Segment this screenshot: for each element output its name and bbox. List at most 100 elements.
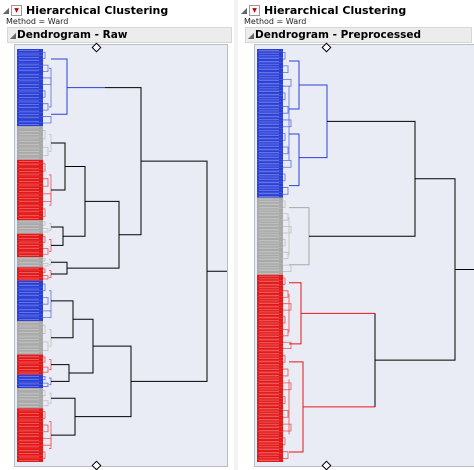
- dendrogram-branch: [283, 437, 286, 446]
- dendrogram-branch: [49, 392, 52, 404]
- dendrogram-branch: [49, 328, 52, 347]
- dendrogram-branch: [43, 283, 46, 292]
- dendrogram-branch: [51, 397, 76, 436]
- dendrogram-branch: [43, 51, 46, 60]
- dendrogram-branch: [51, 300, 74, 339]
- dendrogram-branch: [43, 390, 46, 397]
- dendrogram-branch: [309, 120, 416, 237]
- dendrogram-branch: [43, 366, 49, 373]
- dendrogram-branch: [283, 51, 286, 60]
- dendrogram-branch: [43, 221, 46, 226]
- dendrogram-branch: [283, 92, 286, 101]
- dendrogram-branch: [43, 411, 46, 419]
- dendrogram-branch: [49, 134, 52, 152]
- dendrogram-branch: [43, 193, 52, 202]
- dendrogram-branch: [131, 160, 208, 382]
- dendrogram-branch: [43, 268, 46, 273]
- dendrogram-branch: [283, 251, 289, 260]
- panel-preprocessed: ◢ ▼ Hierarchical Clustering Method = War…: [238, 0, 474, 470]
- dendrogram-branch: [283, 226, 292, 234]
- dendrogram-branch: [283, 213, 289, 221]
- collapse-triangle-icon[interactable]: ◢: [2, 6, 10, 15]
- dendrogram-branch: [43, 146, 49, 157]
- dendrogram-branch: [43, 90, 46, 98]
- dendrogram-branch: [49, 270, 52, 278]
- dendrogram-branch: [43, 424, 49, 433]
- dendrogram-branch: [283, 368, 289, 377]
- dendrogram-branch: [51, 58, 68, 115]
- dendrogram-branch: [43, 324, 46, 334]
- dendrogram-branch: [49, 259, 52, 266]
- dendrogram-branch: [283, 239, 286, 247]
- method-label: Method = Ward: [6, 17, 69, 26]
- dendrogram-branch: [43, 438, 52, 446]
- dendrogram-branch: [43, 356, 46, 363]
- dendrogram-branch: [43, 275, 49, 280]
- dendrogram-branch: [43, 163, 46, 172]
- dendrogram-branch: [75, 345, 132, 418]
- collapse-triangle-icon[interactable]: ◢: [240, 6, 248, 15]
- dendrogram-branch: [289, 207, 310, 266]
- dendrogram-branch: [49, 223, 52, 231]
- dendrogram-branch: [283, 173, 286, 182]
- dendrogram-branch: [289, 361, 304, 453]
- dendrogram-outline-bar[interactable]: ◢ Dendrogram - Preprocessed: [245, 27, 472, 43]
- dendrogram-branch: [283, 119, 292, 128]
- dendrogram-plot[interactable]: [254, 44, 474, 467]
- dendrogram-branch: [299, 84, 328, 159]
- dendrogram-branch: [67, 200, 120, 269]
- dendrogram-branch: [283, 354, 286, 363]
- dendrogram-branch: [43, 77, 52, 85]
- dendrogram-branch: [283, 382, 292, 391]
- dendrogram-branch: [43, 64, 49, 72]
- dendrogram-branch: [283, 160, 292, 168]
- dendrogram-branch: [49, 377, 52, 386]
- dendrogram-branch: [43, 451, 46, 460]
- dendrogram-branch: [283, 187, 289, 195]
- dendrogram-branch: [43, 382, 49, 387]
- dendrogram-branch: [283, 341, 292, 350]
- dendrogram-branch: [283, 396, 286, 404]
- dendrogram-branch: [43, 103, 49, 111]
- dendrogram-title: Dendrogram - Raw: [17, 29, 128, 41]
- dendrogram-branch: [43, 297, 49, 305]
- dendrogram-branch: [43, 400, 49, 407]
- method-label: Method = Ward: [244, 17, 307, 26]
- dendrogram-branch: [51, 142, 66, 191]
- dendrogram-branch: [43, 208, 46, 217]
- dendrogram-branch: [43, 247, 49, 255]
- dendrogram-branch: [49, 359, 52, 371]
- dendrogram-branch: [283, 146, 289, 155]
- panel-raw: ◢ ▼ Hierarchical Clustering Method = War…: [0, 0, 234, 470]
- dendrogram-branch: [283, 303, 292, 311]
- dendrogram-branch: [283, 106, 289, 114]
- dendrogram-branch: [49, 174, 52, 206]
- dendrogram-branch: [49, 67, 52, 108]
- panel-separator: [234, 0, 238, 470]
- dendrogram-plot[interactable]: [14, 44, 228, 467]
- outline-title-bar[interactable]: ◢ ▼ Hierarchical Clustering: [238, 3, 474, 18]
- dendrogram-branch: [43, 375, 46, 381]
- dendrogram-canvas[interactable]: [255, 45, 474, 466]
- dendrogram-branch: [49, 421, 52, 449]
- dendrogram-branch: [63, 166, 86, 237]
- dendrogram-branch: [43, 130, 46, 140]
- dendrogram-branch: [283, 65, 289, 74]
- dendrogram-outline-bar[interactable]: ◢ Dendrogram - Raw: [7, 27, 232, 43]
- dendrogram-title: Dendrogram - Preprocessed: [255, 29, 421, 41]
- dendrogram-branch: [289, 282, 302, 345]
- dendrogram-branch: [49, 239, 52, 252]
- collapse-triangle-icon[interactable]: ◢: [9, 30, 17, 40]
- outline-title-bar[interactable]: ◢ ▼ Hierarchical Clustering: [0, 3, 234, 18]
- dendrogram-branch: [105, 87, 142, 236]
- collapse-triangle-icon[interactable]: ◢: [247, 30, 255, 40]
- dendrogram-canvas[interactable]: [15, 45, 227, 466]
- dendrogram-branch: [283, 409, 289, 418]
- dendrogram-branch: [283, 79, 292, 87]
- dendrogram-branch: [283, 316, 286, 324]
- outline-title: Hierarchical Clustering: [264, 4, 407, 17]
- dendrogram-branch: [283, 423, 292, 432]
- red-triangle-menu-icon[interactable]: ▼: [11, 5, 22, 16]
- red-triangle-menu-icon[interactable]: ▼: [249, 5, 260, 16]
- dendrogram-branch: [43, 341, 49, 351]
